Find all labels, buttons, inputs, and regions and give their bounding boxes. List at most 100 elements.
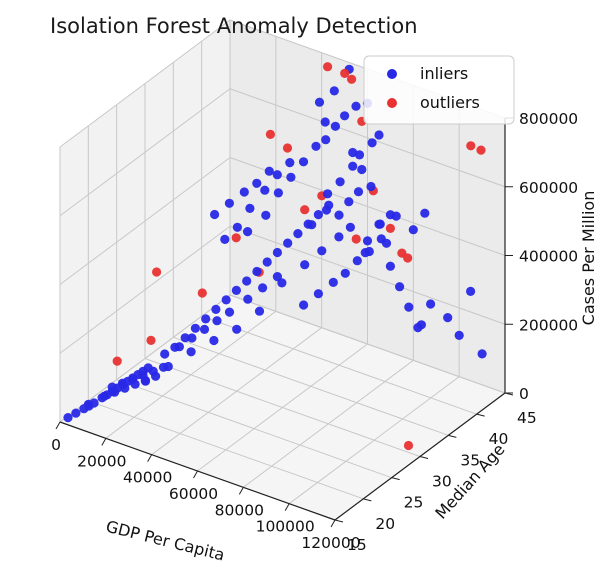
outlier-point	[152, 267, 162, 277]
inlier-point	[262, 257, 272, 267]
x-tick-label: 20000	[77, 452, 126, 470]
y-tick-label: 25	[404, 494, 424, 512]
legend-marker-inliers	[387, 69, 397, 79]
inlier-point	[272, 247, 282, 258]
outlier-point	[385, 223, 395, 233]
inlier-point	[443, 313, 453, 323]
legend-label-outliers: outliers	[420, 93, 480, 112]
legend-label-inliers: inliers	[420, 64, 468, 83]
inlier-point	[351, 101, 361, 111]
z-tick-label: 400000	[519, 248, 578, 266]
inlier-point	[298, 157, 309, 167]
inlier-point	[362, 236, 373, 246]
legend: inliers outliers	[363, 55, 515, 125]
grid-line-y-floor	[173, 336, 449, 436]
inlier-point	[199, 324, 210, 334]
inlier-point	[283, 238, 293, 248]
inlier-point	[404, 302, 414, 312]
grid-line-z-side	[59, 157, 231, 285]
inlier-point	[416, 320, 426, 330]
x-tick-label: 60000	[169, 485, 218, 503]
inlier-point	[385, 261, 395, 271]
grid-lines	[59, 19, 506, 521]
x-axis-label: GDP Per Capita	[104, 517, 227, 565]
inlier-point	[221, 295, 231, 305]
y-tick	[334, 519, 344, 523]
y-tick	[391, 477, 400, 481]
inlier-point	[348, 147, 358, 158]
inlier-point	[79, 404, 89, 414]
inlier-point	[209, 335, 219, 346]
y-tick-label: 20	[375, 515, 395, 533]
inlier-point	[231, 285, 241, 295]
grid-line-z-side	[59, 19, 231, 148]
inlier-point	[242, 276, 252, 286]
inlier-point	[252, 178, 262, 188]
inlier-point	[186, 347, 196, 357]
inlier-point	[366, 181, 376, 192]
outlier-point	[282, 143, 293, 153]
inlier-point	[243, 227, 253, 237]
scatter-points	[63, 62, 487, 451]
outlier-point	[340, 68, 350, 78]
inlier-point	[239, 187, 249, 197]
inlier-point	[140, 376, 151, 386]
inlier-point	[272, 272, 282, 282]
inlier-point	[395, 282, 405, 292]
inlier-point	[420, 208, 430, 218]
inlier-point	[320, 117, 330, 127]
inlier-point	[210, 209, 220, 220]
inlier-point	[243, 294, 253, 304]
inlier-point	[220, 234, 230, 244]
grid-line-z-side	[59, 88, 231, 217]
chart-title: Isolation Forest Anomaly Detection	[50, 14, 418, 38]
y-tick-label: 40	[489, 430, 509, 448]
inlier-point	[307, 220, 317, 230]
x-tick	[147, 454, 153, 462]
inlier-point	[224, 307, 235, 317]
inlier-point	[313, 210, 323, 220]
y-tick	[448, 434, 457, 438]
inlier-point	[314, 97, 325, 107]
inlier-point	[261, 210, 271, 220]
inlier-point	[466, 286, 476, 296]
outlier-point	[351, 234, 361, 244]
outlier-point	[476, 145, 486, 155]
inlier-point	[334, 210, 344, 220]
inlier-point	[317, 246, 327, 256]
inlier-point	[360, 248, 370, 258]
inlier-point	[293, 229, 303, 239]
x-tick-label: 0	[51, 436, 61, 454]
grid-line-y-floor	[201, 315, 477, 415]
inlier-point	[353, 187, 364, 197]
inlier-point	[187, 333, 197, 343]
inlier-point	[211, 304, 221, 314]
inlier-point	[408, 225, 418, 235]
x-tick	[330, 519, 336, 528]
inlier-point	[335, 177, 345, 187]
z-tick-label: 600000	[519, 179, 578, 197]
grid-line-z-side	[59, 225, 231, 354]
x-tick-label: 40000	[123, 469, 172, 487]
outlier-point	[403, 253, 413, 263]
inlier-point	[252, 266, 262, 277]
inlier-point	[272, 170, 282, 180]
y-tick-label: 30	[432, 473, 452, 491]
inlier-point	[300, 260, 310, 270]
z-axis-label: Cases Per Million	[579, 191, 598, 326]
inlier-point	[286, 172, 296, 182]
inlier-point	[264, 166, 274, 176]
grid-line-z-back	[229, 294, 506, 394]
inlier-point	[160, 349, 170, 359]
grid-line-z-back	[229, 88, 506, 188]
x-tick	[193, 470, 198, 479]
grid-line-y-floor	[116, 379, 392, 479]
inlier-point	[299, 300, 309, 310]
inlier-point	[340, 111, 350, 121]
outlier-point	[300, 205, 310, 215]
x-tick	[101, 438, 107, 446]
legend-marker-outliers	[387, 98, 397, 108]
y-tick	[419, 456, 429, 459]
x-tick-label: 120000	[301, 534, 360, 552]
